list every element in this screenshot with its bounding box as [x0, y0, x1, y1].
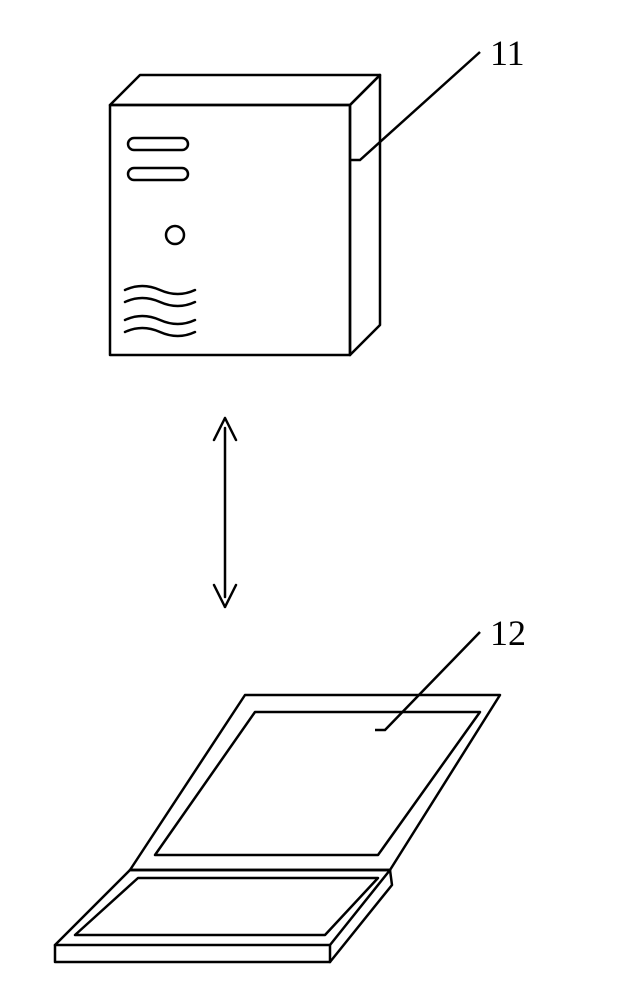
diagram-svg	[0, 0, 627, 1000]
label-11: 11	[490, 32, 525, 74]
connection-arrow	[214, 418, 236, 607]
leader-12	[375, 632, 480, 730]
leader-11	[350, 52, 480, 160]
laptop-node	[55, 695, 500, 962]
diagram-canvas: 11 12	[0, 0, 627, 1000]
label-12: 12	[490, 612, 526, 654]
server-node	[110, 75, 380, 355]
